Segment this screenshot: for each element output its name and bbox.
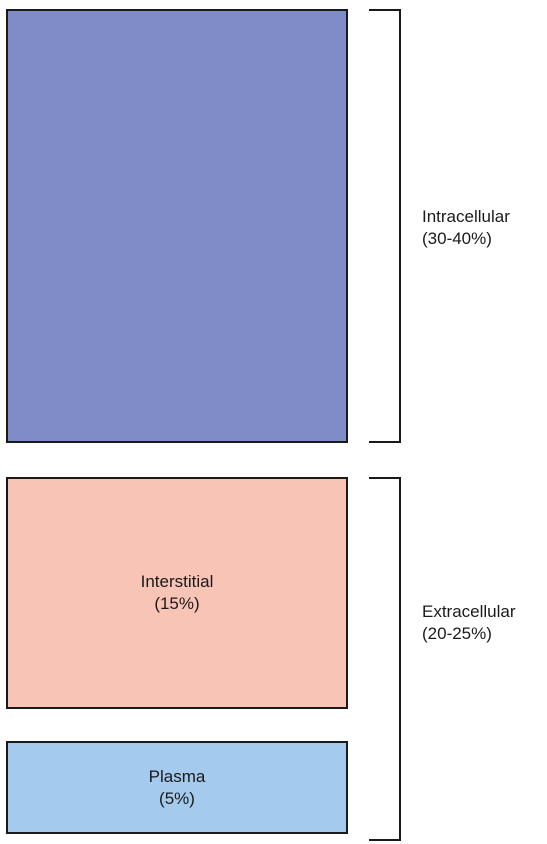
extracellular-group-name: Extracellular	[422, 602, 516, 621]
extracellular-group-percent: (20-25%)	[422, 624, 492, 643]
interstitial-percent: (15%)	[154, 594, 200, 613]
extracellular-bracket	[369, 477, 401, 841]
intracellular-group-name: Intracellular	[422, 207, 510, 226]
extracellular-group-label: Extracellular (20-25%)	[422, 601, 516, 645]
intracellular-bracket	[369, 9, 401, 443]
intracellular-group-label: Intracellular (30-40%)	[422, 206, 510, 250]
intracellular-compartment-box	[6, 9, 348, 443]
plasma-compartment-box: Plasma (5%)	[6, 741, 348, 834]
intracellular-group-percent: (30-40%)	[422, 229, 492, 248]
plasma-label: Plasma (5%)	[149, 766, 206, 810]
plasma-percent: (5%)	[159, 788, 195, 808]
interstitial-name: Interstitial	[140, 572, 214, 591]
plasma-name: Plasma	[148, 766, 206, 786]
interstitial-compartment-box: Interstitial (15%)	[6, 477, 348, 709]
interstitial-label: Interstitial (15%)	[141, 571, 214, 615]
